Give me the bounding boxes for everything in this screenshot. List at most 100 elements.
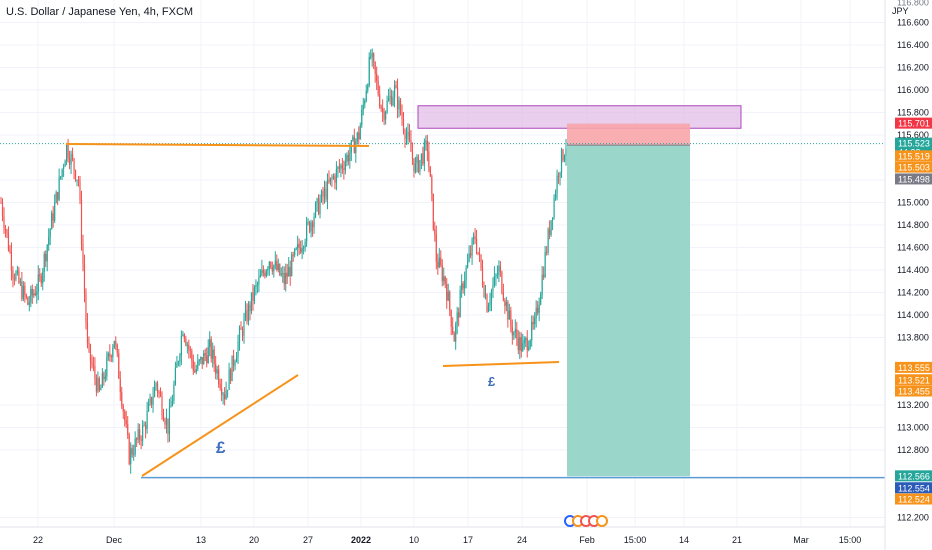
candle-body xyxy=(55,192,57,204)
candle-body xyxy=(469,253,472,256)
candle-body xyxy=(85,293,87,323)
x-tick-label: 22 xyxy=(33,535,43,545)
candle-body xyxy=(455,324,457,342)
candle-body xyxy=(465,267,467,281)
y-tick-label: 114.200 xyxy=(897,288,929,298)
candle-body xyxy=(136,438,138,440)
candle-body xyxy=(256,284,259,286)
candle-body xyxy=(273,265,275,272)
candle-body xyxy=(328,179,330,183)
candle-body xyxy=(471,239,473,256)
candle-body xyxy=(134,438,136,455)
price-label-text: 112.566 xyxy=(898,471,930,481)
candle-body xyxy=(249,304,251,312)
candle-body xyxy=(218,369,220,385)
candle-body xyxy=(393,85,396,98)
price-axis-background xyxy=(885,0,932,550)
candle-body xyxy=(137,429,139,440)
candle-body xyxy=(258,277,260,285)
candle-body xyxy=(289,266,291,276)
candle-body xyxy=(456,312,458,325)
pound-annotation[interactable]: £ xyxy=(216,438,226,457)
candle-body xyxy=(547,229,549,253)
candle-body xyxy=(279,263,281,275)
candle-body xyxy=(21,281,23,299)
rising-trendline[interactable] xyxy=(141,374,299,477)
candle-body xyxy=(113,340,115,349)
candle-body xyxy=(145,425,147,430)
candle-body xyxy=(16,270,18,274)
candle-body xyxy=(546,251,548,253)
candle-body xyxy=(212,349,214,359)
y-tick-label: 114.000 xyxy=(897,310,929,320)
candle-body xyxy=(210,339,212,359)
candle-body xyxy=(110,356,112,358)
candle-body xyxy=(499,265,502,272)
candle-body xyxy=(49,229,51,238)
price-label-text: 112.554 xyxy=(898,483,930,493)
candle-body xyxy=(39,274,41,277)
candle-body xyxy=(155,383,157,386)
candle-body xyxy=(501,271,503,293)
price-axis[interactable]: JPY116.600116.400116.200116.000115.80011… xyxy=(884,0,932,550)
candle-body xyxy=(480,254,482,269)
candle-body xyxy=(188,344,190,350)
time-axis[interactable]: 22 Dec 13 20 27 2022 10 17 24 Feb 15:00 14 21 Mar 15:0… xyxy=(0,526,885,545)
candle-body xyxy=(189,349,191,351)
candle-body xyxy=(162,415,165,421)
y-tick-label: 114.600 xyxy=(897,243,929,253)
pound-annotation[interactable]: £ xyxy=(488,374,496,389)
x-tick-label: 15:00 xyxy=(839,535,862,545)
candle-body xyxy=(553,197,555,218)
candle-body xyxy=(492,285,494,291)
candle-body xyxy=(274,260,276,266)
candle-body xyxy=(401,113,403,120)
candle-body xyxy=(441,265,443,281)
candle-body xyxy=(12,270,14,278)
resistance-line[interactable] xyxy=(65,143,370,147)
candle-body xyxy=(97,378,99,392)
y-tick-label: 114.800 xyxy=(897,220,929,230)
candle-body xyxy=(557,175,560,177)
candle-body xyxy=(484,294,487,297)
candle-body xyxy=(458,312,460,318)
candle-body xyxy=(197,361,199,370)
event-flag-icon[interactable] xyxy=(596,515,608,527)
candle-body xyxy=(146,411,148,430)
candle-body xyxy=(58,177,60,200)
candle-body xyxy=(487,305,490,312)
candle-body xyxy=(200,357,202,360)
price-label-text: 112.524 xyxy=(898,495,930,505)
candle-body xyxy=(161,396,163,416)
candle-body xyxy=(507,301,509,320)
y-tick-label: 116.600 xyxy=(897,18,929,28)
candle-body xyxy=(9,250,11,252)
candle-body xyxy=(343,168,345,171)
symbol-title[interactable]: U.S. Dollar / Japanese Yen, 4h, FXCM xyxy=(6,6,194,18)
candle-body xyxy=(416,156,418,164)
candle-body xyxy=(505,301,507,307)
take-profit-zone[interactable] xyxy=(567,145,690,477)
candle-body xyxy=(36,291,38,296)
economic-events[interactable] xyxy=(564,515,608,527)
candle-body xyxy=(417,156,420,172)
grid-lines xyxy=(0,0,885,527)
price-label-box xyxy=(895,374,932,386)
candle-body xyxy=(408,131,411,141)
candle-body xyxy=(31,288,33,296)
candle-body xyxy=(204,353,206,356)
candle-body xyxy=(461,283,463,291)
stop-loss-zone[interactable] xyxy=(567,123,690,146)
x-tick-label: Dec xyxy=(106,535,123,545)
candle-body xyxy=(534,317,536,325)
candle-body xyxy=(504,300,506,307)
candle-body xyxy=(165,418,168,425)
candle-body xyxy=(74,170,77,181)
candle-body xyxy=(395,85,397,88)
drawings-front[interactable]: ££ xyxy=(65,143,560,477)
candle-body xyxy=(250,292,253,312)
candle-body xyxy=(380,106,382,109)
candle-body xyxy=(356,132,358,142)
neckline[interactable] xyxy=(442,361,560,367)
